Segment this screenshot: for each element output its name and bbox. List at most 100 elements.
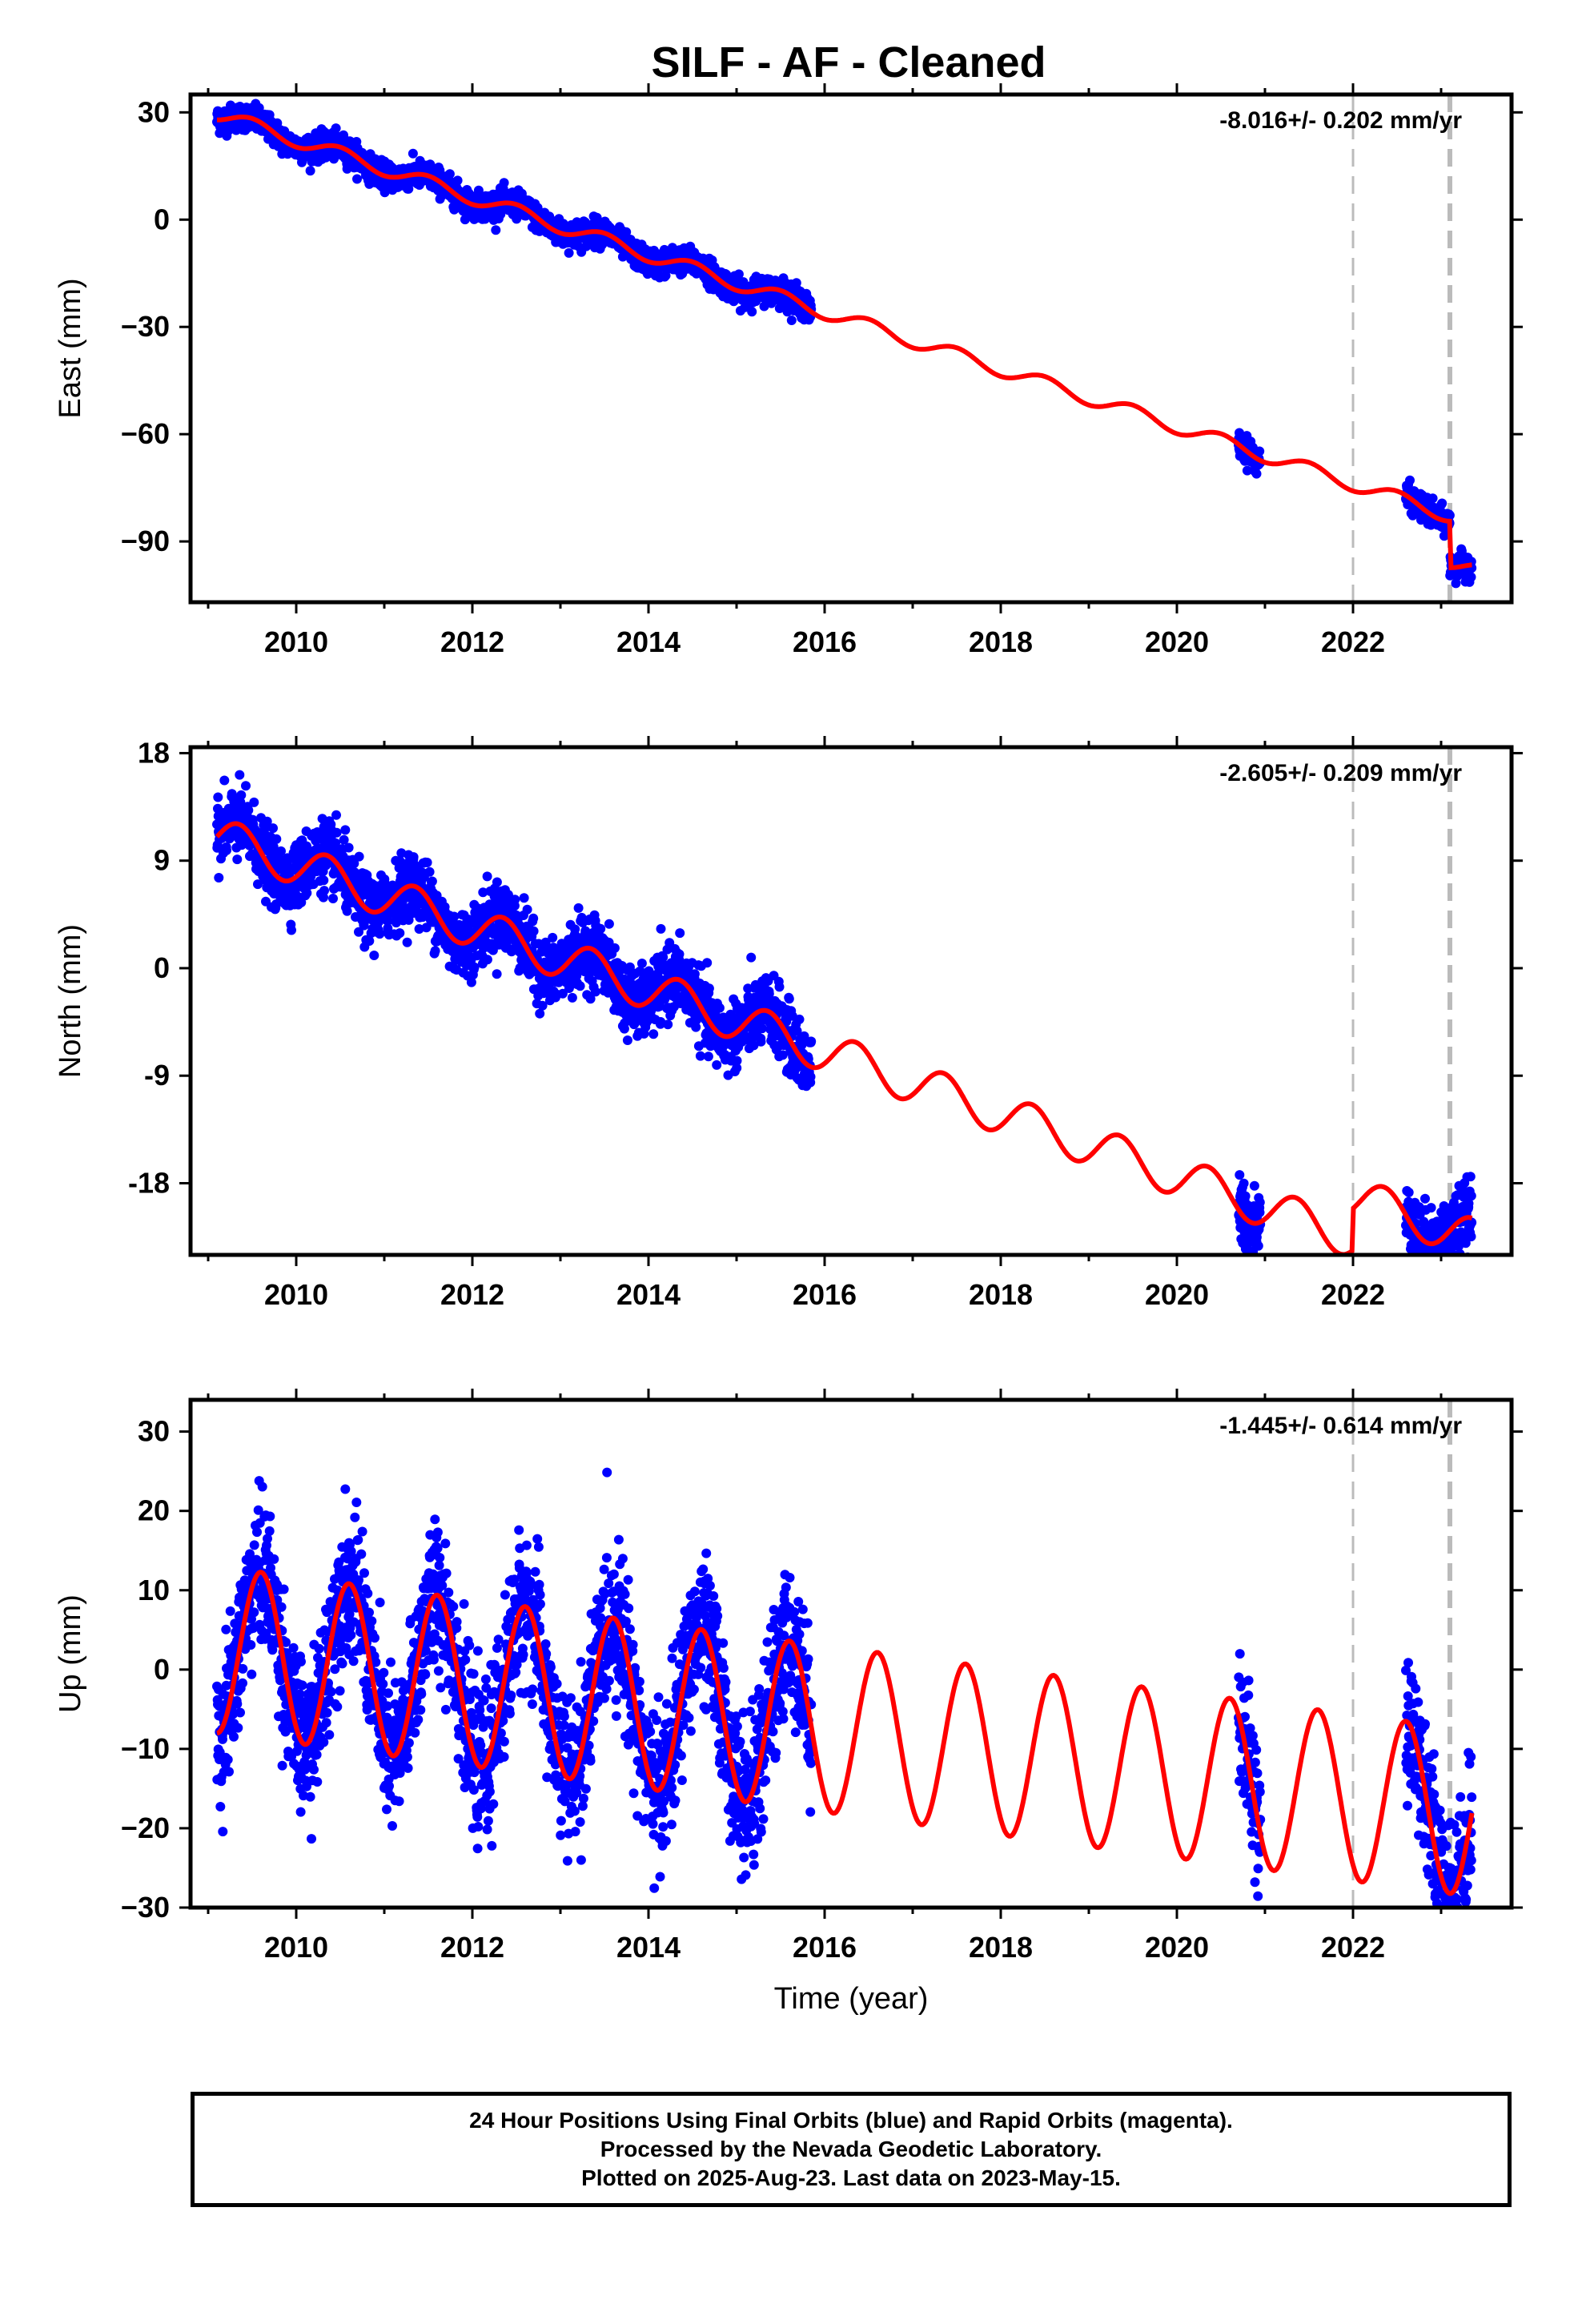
data-point (1255, 1197, 1265, 1208)
data-point (1466, 572, 1476, 582)
data-point (232, 854, 243, 865)
data-point (340, 825, 351, 835)
data-point (342, 906, 352, 916)
data-point (689, 969, 700, 979)
data-point (1407, 1273, 1417, 1282)
data-point (792, 1026, 802, 1036)
data-point (466, 977, 476, 987)
data-point (522, 904, 532, 915)
data-point (528, 926, 539, 936)
data-point (402, 937, 412, 947)
data-point (319, 875, 329, 886)
data-point (396, 848, 407, 858)
data-point (746, 952, 757, 963)
data-point (806, 1036, 817, 1047)
y-axis-label: East (mm) (54, 278, 87, 418)
data-point (609, 943, 620, 953)
data-point (375, 929, 385, 939)
data-point (585, 994, 596, 1004)
data-point (397, 897, 408, 907)
data-point (449, 911, 460, 922)
data-point (757, 1023, 767, 1034)
data-point (777, 1050, 788, 1060)
data-point (1235, 1170, 1245, 1180)
data-point (364, 936, 375, 946)
data-point (1240, 1191, 1251, 1201)
data-point (422, 858, 432, 867)
data-point (296, 897, 307, 907)
data-point (287, 925, 296, 935)
data-point (636, 959, 647, 968)
data-point (786, 316, 797, 325)
data-point (427, 876, 437, 887)
chart-title: SILF - AF - Cleaned (651, 38, 1046, 86)
data-point (213, 792, 223, 802)
data-point (537, 1000, 548, 1011)
data-point (331, 123, 341, 134)
data-point (492, 969, 502, 979)
data-points-north (212, 770, 1477, 1282)
data-point (1249, 1180, 1259, 1191)
data-point (567, 992, 577, 1003)
data-point (469, 962, 480, 972)
data-point (354, 927, 363, 937)
y-tick-label: −90 (121, 525, 170, 557)
panel-north: 2010 2012 2014 2016 2018 2020 20221890-9-18Nor… (54, 736, 1523, 1311)
data-point (1255, 1208, 1265, 1217)
data-point (328, 894, 338, 903)
data-point (702, 958, 713, 968)
x-tick-label: 2010 (264, 625, 328, 658)
data-point (805, 1072, 816, 1082)
data-point (383, 915, 393, 926)
data-point (478, 887, 488, 898)
data-point (482, 955, 492, 965)
data-point (395, 928, 405, 939)
data-point (319, 886, 329, 896)
data-point (590, 987, 600, 997)
data-point (499, 178, 509, 188)
data-point (339, 834, 349, 845)
data-point (214, 873, 224, 883)
data-point (271, 834, 282, 844)
data-point (712, 1059, 722, 1070)
data-point (235, 770, 245, 780)
y-tick-label: −60 (121, 417, 170, 450)
data-point (404, 183, 414, 194)
data-point (305, 166, 315, 176)
data-point (704, 983, 714, 994)
data-point (482, 871, 492, 882)
data-point (241, 781, 251, 791)
data-point (695, 1051, 705, 1061)
data-point (774, 304, 785, 313)
data-point (236, 790, 247, 800)
data-point (268, 823, 278, 834)
data-point (243, 805, 254, 815)
data-point (249, 797, 259, 807)
data-point (656, 923, 666, 934)
data-point (1239, 1178, 1249, 1188)
data-point (784, 994, 794, 1004)
data-point (656, 1017, 666, 1027)
x-tick-label: 2016 (793, 625, 857, 658)
data-point (473, 185, 484, 195)
model-curve-east (217, 115, 1472, 571)
data-point (254, 103, 264, 113)
data-point (460, 215, 470, 225)
data-point (1242, 465, 1252, 476)
data-point (774, 982, 785, 992)
data-point (1427, 493, 1438, 504)
data-point (352, 174, 362, 184)
x-tick-label: 2018 (969, 625, 1033, 658)
rate-label: -8.016+/- 0.202 mm/yr (1219, 107, 1462, 134)
data-point (621, 227, 632, 237)
data-point (491, 225, 501, 235)
data-point (572, 971, 582, 981)
data-point (756, 1036, 766, 1047)
data-point (302, 888, 312, 899)
data-point (675, 928, 685, 939)
data-point (1444, 510, 1455, 521)
data-point (703, 1051, 713, 1062)
data-point (219, 775, 230, 786)
data-point (331, 810, 341, 820)
